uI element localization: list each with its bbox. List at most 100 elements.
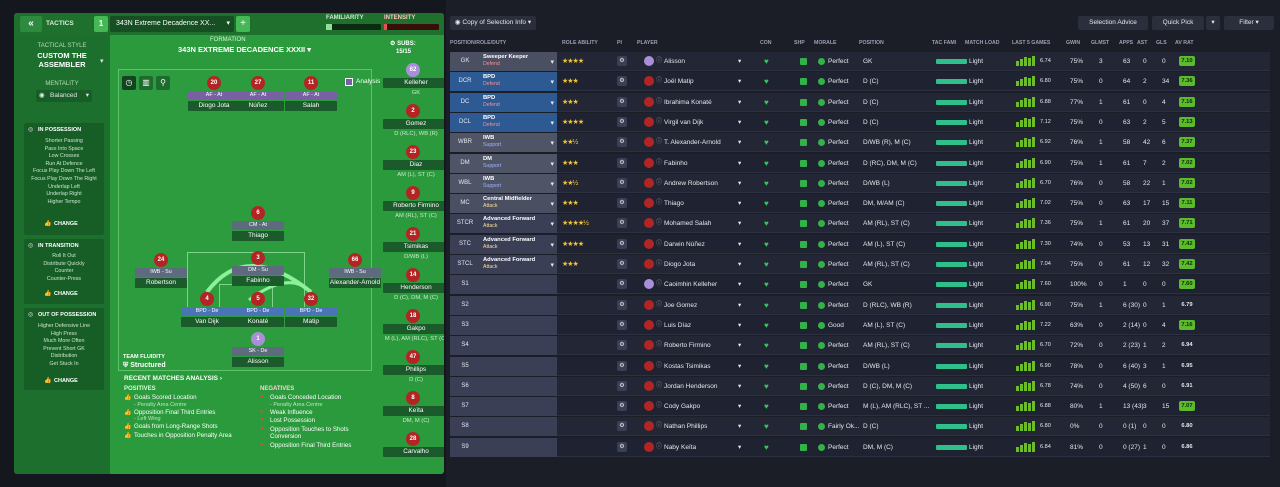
column-header[interactable]: LAST 5 GAMES [1012,40,1051,46]
player-name[interactable]: Ibrahima Konaté [664,98,712,106]
in-transition-change-button[interactable]: CHANGE [54,291,78,297]
quick-pick-button[interactable]: Quick Pick [1152,16,1204,30]
position-slot[interactable]: DCL [450,112,480,132]
table-row[interactable]: DC BPD Defend ▾ ★★★ ⚙ ⓘ Ibrahima Konaté ▾ ♥ Perfec… [450,92,1270,112]
chevron-down-icon[interactable]: ▾ [738,240,742,248]
position-slot[interactable]: S4 [450,336,480,356]
column-header[interactable]: ROLE ABILITY [562,40,598,46]
player-name[interactable]: Thiago [664,200,684,208]
info-icon[interactable]: ⓘ [656,139,663,146]
info-icon[interactable]: ⓘ [656,240,663,247]
table-row[interactable]: S6 ⚙ ⓘ Jordan Henderson ▾ ♥ Perfect D (C), DM, … [450,376,1270,396]
position-slot[interactable]: DM [450,153,480,173]
player-instructions-icon[interactable]: ⚙ [617,238,627,249]
chevron-down-icon[interactable]: ▾ [738,342,742,350]
player-instructions-icon[interactable]: ⚙ [617,76,627,87]
analysis-item[interactable]: ● Goals Conceded Location - Penalty Area C… [260,394,378,408]
player-name[interactable]: Nathan Phillips [664,423,708,431]
player-instructions-icon[interactable]: ⚙ [617,380,627,391]
player-instructions-icon[interactable]: ⚙ [617,259,627,269]
pitch-player[interactable]: 5 BPD - De Konaté [220,292,296,332]
player-name[interactable]: Darwin Núñez [664,240,705,248]
position-slot[interactable]: WBR [450,133,480,153]
in-possession-change-button[interactable]: CHANGE [54,221,78,227]
role-duty-cell[interactable] [480,437,557,457]
analysis-title-group[interactable]: RECENT MATCHES ANALYSIS › [124,375,222,382]
player-name[interactable]: Joe Gomez [664,301,698,309]
player-name[interactable]: Alisson [664,58,685,65]
player-instructions-icon[interactable]: ⚙ [617,441,627,452]
player-name[interactable]: Cody Gakpo [664,403,701,411]
role-duty-cell[interactable] [480,315,557,335]
table-row[interactable]: STC Advanced Forward Attack ▾ ★★★★ ⚙ ⓘ Darwin N… [450,234,1270,254]
player-name[interactable]: Caoimhin Kelleher [664,281,718,289]
chevron-down-icon[interactable]: ▾ [738,321,742,329]
table-row[interactable]: S1 ⚙ ⓘ Caoimhin Kelleher ▾ ♥ Perfect GK Light 7.6… [450,275,1270,295]
tactic-slot-number[interactable]: 1 [94,16,108,32]
out-of-possession-change-button[interactable]: CHANGE [54,378,78,384]
info-icon[interactable]: ⓘ [656,281,663,288]
chevron-down-icon[interactable]: ▾ [738,443,742,451]
chevron-down-icon[interactable]: ▾ [738,179,742,187]
position-slot[interactable]: S9 [450,437,480,457]
info-icon[interactable]: ⓘ [656,382,663,389]
bar-chart-icon[interactable]: ▥ [139,76,153,90]
analysis-checkbox[interactable] [345,78,353,86]
player-instructions-icon[interactable]: ⚙ [617,340,627,351]
chevron-down-icon[interactable]: ▾ [738,423,742,431]
chevron-down-icon[interactable]: ▾ [738,139,742,147]
column-header[interactable]: PLAYER [637,40,658,46]
column-header[interactable]: SHP [794,40,805,46]
position-slot[interactable]: MC [450,194,480,214]
role-duty-cell[interactable] [480,275,557,295]
column-header[interactable]: GLS [1156,40,1167,46]
chevron-down-icon[interactable]: ▾ [738,78,742,86]
player-instructions-icon[interactable]: ⚙ [617,56,627,66]
role-duty-cell[interactable] [480,336,557,356]
chevron-down-icon[interactable]: ▾ [738,98,742,106]
sub-player[interactable]: 62 Kelleher GK [380,63,444,103]
player-instructions-icon[interactable]: ⚙ [617,360,627,371]
player-instructions-icon[interactable]: ⚙ [617,299,627,310]
pitch-player[interactable]: 11 AF - At Salah [273,76,349,116]
role-duty-cell[interactable]: BPD Defend ▾ [480,112,557,132]
position-slot[interactable]: DCR [450,72,480,92]
column-header[interactable]: TAC FAMI [932,40,957,46]
column-header[interactable]: CON [760,40,772,46]
analysis-item[interactable]: 👍 Touches in Opposition Penalty Area [124,432,248,440]
player-name[interactable]: Virgil van Dijk [664,118,704,126]
column-header[interactable]: GLMST [1091,40,1110,46]
player-name[interactable]: Andrew Robertson [664,179,718,187]
position-slot[interactable]: WBL [450,173,480,193]
info-icon[interactable]: ⓘ [656,362,663,369]
column-header[interactable]: MATCH LOAD [965,40,1000,46]
chevron-down-icon[interactable]: ▾ [738,281,742,289]
info-icon[interactable]: ⓘ [656,261,663,267]
column-header[interactable]: APPS [1119,40,1134,46]
pitch-player[interactable]: 27 AF - At Núñez [220,76,296,116]
chevron-down-icon[interactable]: ▾ [738,382,742,390]
player-instructions-icon[interactable]: ⚙ [617,319,627,330]
role-duty-cell[interactable]: Central Midfielder Attack ▾ [480,194,557,214]
role-duty-cell[interactable]: Advanced Forward Attack ▾ [480,214,557,234]
sub-player[interactable]: 9 Roberto Firmino AM (RL), ST (C) [380,186,444,226]
analysis-item[interactable]: ● Lost Possession [260,417,378,425]
info-icon[interactable]: ⓘ [656,200,663,207]
role-duty-cell[interactable] [480,376,557,396]
info-icon[interactable]: ⓘ [656,58,663,64]
player-instructions-icon[interactable]: ⚙ [617,137,627,148]
chevron-down-icon[interactable]: ▾ [738,403,742,411]
pitch-player[interactable]: 6 CM - At Thiago [220,206,296,246]
table-row[interactable]: S3 ⚙ ⓘ Luis Díaz ▾ ♥ Good AM (L), ST (C) Light 7.… [450,315,1270,335]
analysis-item[interactable]: ● Opposition Final Third Entries [260,442,378,450]
info-icon[interactable]: ⓘ [656,321,663,328]
info-icon[interactable]: ⓘ [656,179,663,186]
position-slot[interactable]: S1 [450,275,480,295]
position-slot[interactable]: S2 [450,295,480,315]
info-icon[interactable]: ⓘ [656,342,663,349]
column-header[interactable]: AST [1137,40,1148,46]
table-row[interactable]: S8 ⚙ ⓘ Nathan Phillips ▾ ♥ Fairly Ok... D (C) Li… [450,417,1270,437]
filter-button[interactable]: Filter ▾ [1224,16,1274,30]
chevron-down-icon[interactable]: ▾ [738,220,742,228]
sub-player[interactable]: 21 Tsimikas D/WB (L) [380,227,444,267]
